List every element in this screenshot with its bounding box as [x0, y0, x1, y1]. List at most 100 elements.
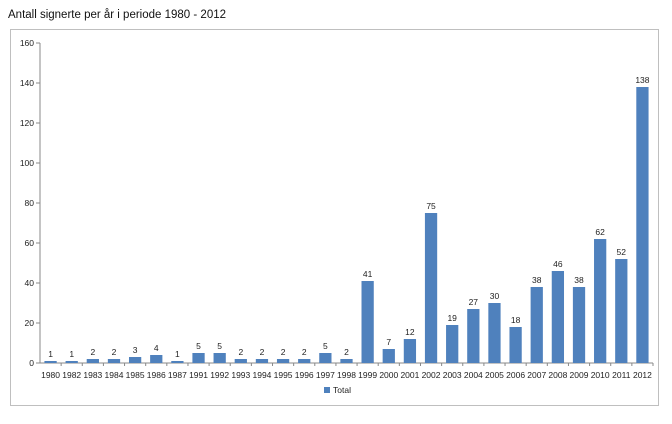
bar [551, 271, 565, 363]
x-tick-label: 1997 [316, 370, 335, 380]
x-tick-label: 1980 [41, 370, 60, 380]
x-tick-label: 2000 [379, 370, 398, 380]
x-tick-label: 1993 [231, 370, 250, 380]
bar [382, 349, 395, 363]
data-label: 2 [112, 347, 117, 357]
x-tick-label: 2001 [400, 370, 419, 380]
data-label: 2 [344, 347, 349, 357]
data-label: 2 [90, 347, 95, 357]
data-label: 5 [217, 341, 222, 351]
bar [255, 359, 269, 363]
legend-swatch [324, 387, 330, 393]
data-label: 2 [238, 347, 243, 357]
x-tick-label: 2008 [548, 370, 567, 380]
data-label: 38 [574, 275, 584, 285]
bar [615, 259, 628, 363]
bar [488, 303, 501, 363]
x-tick-label: 1995 [274, 370, 293, 380]
bar [509, 327, 522, 363]
bar [107, 359, 121, 363]
x-tick-label: 2007 [527, 370, 546, 380]
bar [403, 339, 417, 363]
data-label: 46 [553, 259, 563, 269]
data-label: 75 [426, 201, 436, 211]
bar [171, 361, 184, 363]
x-tick-label: 1987 [168, 370, 187, 380]
data-label: 18 [511, 315, 521, 325]
y-tick-label: 80 [25, 198, 35, 208]
x-tick-label: 1996 [295, 370, 314, 380]
x-tick-label: 1994 [252, 370, 271, 380]
data-label: 1 [48, 349, 53, 359]
data-label: 27 [469, 297, 479, 307]
bar [361, 281, 374, 363]
bar [234, 359, 247, 363]
data-label: 1 [175, 349, 180, 359]
y-tick-label: 140 [20, 78, 34, 88]
bar [594, 239, 607, 363]
x-tick-label: 2004 [464, 370, 483, 380]
legend: Total [324, 385, 351, 395]
bar [276, 359, 290, 363]
bar [44, 361, 57, 363]
data-label: 7 [386, 337, 391, 347]
bar [572, 287, 586, 363]
y-tick-label: 100 [20, 158, 34, 168]
x-tick-label: 1982 [62, 370, 81, 380]
data-label: 5 [323, 341, 328, 351]
bar [150, 355, 163, 363]
bar [213, 353, 226, 363]
x-tick-label: 1984 [105, 370, 124, 380]
data-label: 62 [595, 227, 605, 237]
data-labels: 1 1 2 2 3 415 52 2 2 2524171275192730183846386252… [48, 75, 650, 359]
bar [530, 287, 543, 363]
x-tick-label: 2006 [506, 370, 525, 380]
bar [340, 359, 353, 363]
page-title: Antall signerte per år i periode 1980 - … [8, 9, 227, 21]
bar [467, 309, 480, 363]
bar [298, 359, 311, 363]
data-label: 30 [490, 291, 500, 301]
bar [192, 353, 205, 363]
x-tick-label: 1998 [337, 370, 356, 380]
y-tick-label: 60 [25, 238, 35, 248]
data-label: 38 [532, 275, 542, 285]
y-tick-label: 120 [20, 118, 34, 128]
x-tick-label: 1985 [126, 370, 145, 380]
bar [424, 213, 438, 363]
data-label: 138 [635, 75, 649, 85]
bar [86, 359, 99, 363]
x-tick-label: 2012 [633, 370, 652, 380]
data-label: 19 [447, 313, 457, 323]
y-tick-label: 20 [25, 318, 35, 328]
data-label: 4 [154, 343, 159, 353]
legend-label: Total [333, 385, 351, 395]
y-tick-label: 160 [20, 38, 34, 48]
data-label: 2 [281, 347, 286, 357]
x-tick-label: 1991 [189, 370, 208, 380]
data-label: 5 [196, 341, 201, 351]
y-axis: 0 20 40 60 80 100 120 140 160 [20, 38, 41, 368]
data-label: 3 [133, 345, 138, 355]
bar [319, 353, 332, 363]
y-tick-label: 40 [25, 278, 35, 288]
bar [128, 357, 142, 363]
x-tick-label: 1992 [210, 370, 229, 380]
data-label: 12 [405, 327, 415, 337]
data-label: 52 [617, 247, 627, 257]
x-tick-label: 2010 [591, 370, 610, 380]
chart-frame [10, 29, 659, 406]
y-tick-label: 0 [29, 358, 34, 368]
x-tick-label: 2003 [443, 370, 462, 380]
x-tick-label: 2009 [570, 370, 589, 380]
x-tick-label: 2002 [422, 370, 441, 380]
x-axis: 1980 1982 1983 1984 1985 1986 1987 1991 1992 1993… [40, 362, 654, 380]
x-tick-label: 2011 [612, 370, 631, 380]
data-label: 41 [363, 269, 373, 279]
bar [446, 325, 459, 363]
data-label: 2 [302, 347, 307, 357]
x-tick-label: 2005 [485, 370, 504, 380]
x-tick-label: 1999 [358, 370, 377, 380]
x-tick-label: 1983 [83, 370, 102, 380]
